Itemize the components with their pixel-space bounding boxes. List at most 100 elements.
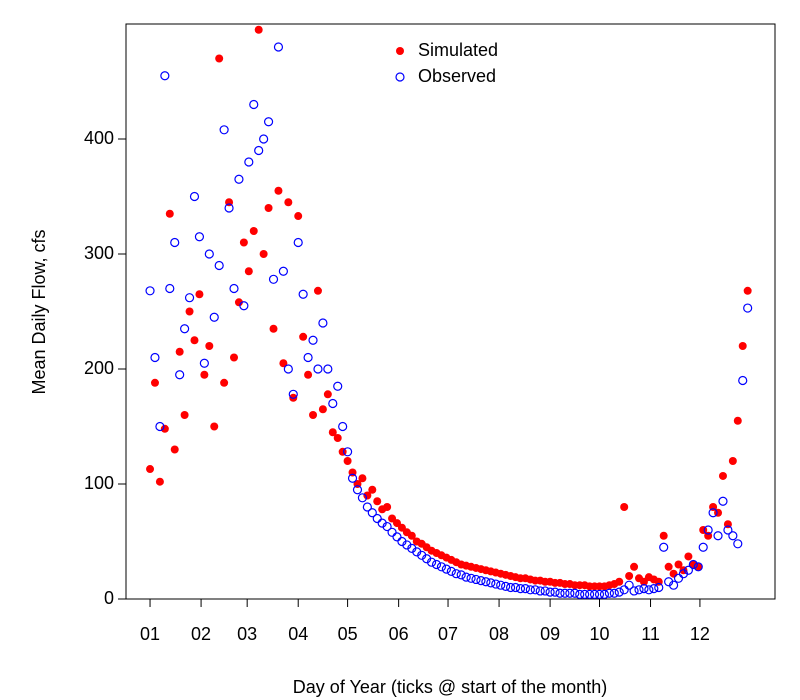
point [294,212,303,221]
point [170,237,180,248]
point [323,364,333,374]
point [230,353,239,362]
point [239,238,248,247]
point [219,125,229,135]
point [738,342,747,350]
point [165,283,175,294]
point [555,588,565,598]
point [383,503,392,511]
point [283,364,293,374]
point [244,157,254,167]
point [259,134,269,144]
point [471,574,481,585]
plot-frame [125,23,776,600]
point [309,411,318,419]
point [466,573,476,583]
point [693,562,703,572]
point [743,303,753,313]
point [431,559,442,570]
point [639,584,649,594]
point [708,508,718,518]
point [589,589,600,600]
legend-marker [396,47,404,55]
x-tick-label: 08 [489,624,509,644]
point [199,358,209,368]
point [343,447,353,457]
point [358,474,367,483]
x-tick-label: 03 [237,624,257,644]
point [625,572,634,580]
point [728,457,737,465]
point [387,527,397,537]
point [200,370,209,379]
point [441,564,451,574]
point [659,531,668,540]
point [249,227,258,235]
point [210,422,219,431]
point [160,71,170,81]
point [190,336,199,345]
x-tick-label: 11 [641,624,660,644]
point [481,577,491,587]
point [209,312,219,322]
point [382,521,392,532]
point [333,434,342,442]
legend-marker [395,72,405,82]
point [728,531,738,541]
legend-label: Simulated [418,40,498,60]
point [234,298,243,307]
point [659,542,669,552]
point [220,378,229,387]
point [565,588,575,598]
point [575,589,585,600]
point [185,307,194,316]
point [313,364,323,374]
point [239,301,249,311]
point [234,174,244,184]
point [333,381,343,391]
point [476,575,486,586]
point [146,465,155,474]
point [145,286,155,296]
point [530,585,540,595]
point [180,324,190,334]
point [630,562,639,571]
point [372,513,382,524]
point [373,497,382,506]
point [155,421,165,432]
point [535,586,545,596]
point [293,237,303,248]
point [426,557,437,567]
point [649,584,659,594]
point [629,586,639,596]
x-tick-label: 06 [389,624,409,644]
point [733,416,742,425]
point [520,584,531,594]
point [733,539,743,549]
point [298,289,308,299]
x-tick-label: 02 [191,624,211,644]
point [254,145,264,156]
point [486,578,496,588]
point [688,559,698,570]
point [323,390,332,399]
point [664,562,673,571]
point [545,587,555,597]
point [673,573,684,583]
point [714,508,723,517]
x-tick-label: 07 [438,624,458,644]
point [718,471,727,480]
point [619,585,629,595]
point [328,398,338,409]
point [674,560,683,569]
point [313,286,322,295]
point [263,117,274,127]
point [268,274,279,284]
x-tick-label: 12 [690,624,710,644]
point [699,526,708,534]
point [175,370,185,380]
point [491,579,501,589]
point [496,580,506,590]
y-tick-label: 400 [84,128,114,148]
